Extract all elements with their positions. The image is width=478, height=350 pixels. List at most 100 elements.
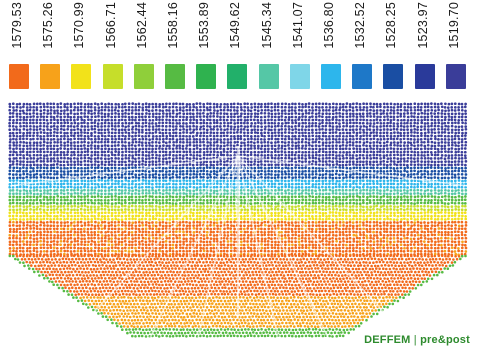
cloud-point: [114, 132, 117, 135]
cloud-point: [141, 189, 144, 192]
cloud-point: [301, 186, 304, 189]
cloud-point: [437, 209, 440, 212]
cloud-point: [77, 154, 80, 157]
cloud-point: [53, 109, 56, 112]
cloud-point: [324, 125, 327, 128]
cloud-point: [277, 119, 280, 122]
cloud-point: [203, 144, 206, 147]
cloud-point: [397, 119, 400, 122]
cloud-point: [383, 176, 386, 179]
cloud-point: [339, 115, 342, 118]
cloud-point: [410, 173, 413, 176]
cloud-point: [135, 128, 138, 131]
cloud-point: [19, 192, 22, 195]
cloud-point: [101, 151, 104, 154]
cloud-point: [107, 122, 110, 125]
cloud-point: [362, 186, 365, 189]
cloud-point: [148, 195, 151, 198]
legend-value: 1553.89: [197, 2, 211, 49]
cloud-point: [77, 183, 80, 186]
cloud-point: [111, 148, 114, 151]
cloud-point: [80, 122, 83, 125]
cloud-point: [349, 122, 352, 125]
cloud-point: [63, 147, 66, 150]
cloud-point: [202, 170, 205, 173]
cloud-point: [288, 106, 291, 109]
cloud-point: [349, 154, 352, 157]
cloud-point: [355, 106, 358, 109]
cloud-point: [141, 112, 144, 115]
cloud-point: [434, 166, 437, 169]
cloud-point: [396, 209, 399, 212]
cloud-point: [189, 195, 192, 198]
cloud-point: [216, 209, 219, 212]
cloud-point: [355, 145, 358, 148]
cloud-point: [288, 205, 291, 208]
cloud-point: [386, 176, 389, 179]
cloud-point: [301, 176, 304, 179]
cloud-point: [97, 199, 100, 202]
cloud-point: [362, 173, 365, 176]
cloud-point: [454, 141, 457, 144]
cloud-point: [203, 109, 206, 112]
cloud-point: [15, 141, 18, 144]
cloud-point: [246, 125, 249, 128]
cloud-point: [304, 180, 307, 183]
cloud-point: [19, 135, 22, 138]
cloud-point: [423, 173, 426, 176]
cloud-point: [73, 157, 76, 160]
cloud-point: [77, 218, 80, 221]
cloud-point: [209, 122, 212, 125]
cloud-point: [342, 144, 345, 147]
cloud-point: [56, 166, 59, 169]
cloud-point: [172, 147, 175, 150]
cloud-point: [138, 150, 141, 153]
cloud-point: [328, 182, 331, 185]
cloud-point: [162, 160, 165, 163]
cloud-point: [407, 173, 410, 176]
cloud-point: [434, 189, 437, 192]
cloud-point: [423, 128, 426, 131]
cloud-point: [213, 189, 216, 192]
cloud-point: [328, 164, 331, 167]
cloud-point: [90, 205, 93, 208]
cloud-point: [39, 102, 42, 105]
cloud-point: [339, 106, 342, 109]
cloud-point: [199, 128, 202, 131]
cloud-point: [298, 112, 301, 115]
cloud-point: [403, 151, 406, 154]
cloud-point: [60, 144, 63, 147]
cloud-point: [352, 103, 355, 106]
cloud-point: [100, 193, 103, 196]
cloud-point: [77, 205, 80, 208]
cloud-point: [250, 112, 253, 115]
cloud-point: [196, 205, 199, 208]
cloud-point: [457, 208, 460, 211]
cloud-point: [403, 125, 406, 128]
cloud-point: [451, 196, 454, 199]
cloud-point: [56, 138, 59, 141]
cloud-point: [29, 161, 32, 164]
cloud-point: [70, 173, 73, 176]
cloud-point: [46, 145, 49, 148]
cloud-point: [312, 202, 315, 205]
cloud-point: [359, 160, 362, 163]
point-cloud-svg: [0, 96, 478, 350]
cloud-point: [33, 218, 36, 221]
cloud-point: [148, 176, 151, 179]
cloud-point: [56, 103, 59, 106]
cloud-point: [26, 218, 29, 221]
cloud-point: [179, 195, 182, 198]
cloud-point: [169, 177, 172, 180]
cloud-point: [437, 192, 440, 195]
cloud-point: [437, 164, 440, 167]
cloud-point: [390, 160, 393, 163]
cloud-point: [39, 170, 42, 173]
cloud-point: [322, 189, 325, 192]
cloud-point: [36, 150, 39, 153]
cloud-point: [39, 166, 42, 169]
cloud-point: [227, 115, 230, 118]
cloud-point: [437, 199, 440, 202]
cloud-point: [97, 145, 100, 148]
cloud-point: [264, 106, 267, 109]
